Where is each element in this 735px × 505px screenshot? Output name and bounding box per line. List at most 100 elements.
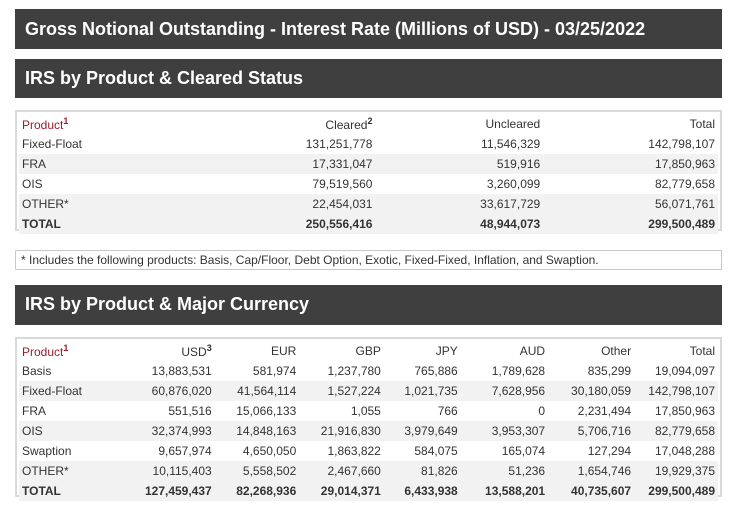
- footnote-marker: 1: [63, 343, 69, 353]
- column-header-aud: AUD: [461, 341, 548, 361]
- table-cell: 1,863,822: [327, 444, 381, 458]
- table-cell: 4,650,050: [242, 444, 297, 458]
- row-label: OIS: [19, 421, 123, 441]
- page-title: Gross Notional Outstanding - Interest Ra…: [15, 9, 722, 49]
- table-cell: 19,094,097: [654, 364, 715, 378]
- row-label: FRA: [22, 404, 46, 418]
- column-header-eur: EUR: [215, 341, 300, 361]
- table-cell: 1,237,780: [327, 364, 381, 378]
- table-cell: 2,231,494: [577, 404, 632, 418]
- table-cell: 51,236: [460, 461, 549, 481]
- table-cell: 33,617,729: [375, 194, 544, 214]
- table-cell: 29,014,371: [299, 481, 384, 501]
- table-header-row: Product1 USD3 EUR GBP JPY AUD Other Total: [19, 341, 718, 361]
- table-cell: 79,519,560: [312, 177, 373, 191]
- footnote-marker: 2: [367, 116, 373, 126]
- table-cell: 11,546,329: [481, 137, 541, 151]
- major-currency-table: Product1 USD3 EUR GBP JPY AUD Other Total Basis…: [19, 341, 718, 501]
- column-header-label: Product: [22, 118, 64, 132]
- table-cell: 32,374,993: [122, 421, 215, 441]
- column-header-label: USD: [181, 345, 207, 359]
- row-label: Swaption: [22, 444, 72, 458]
- table-cell: 5,706,716: [548, 421, 635, 441]
- column-header-total: Total: [543, 114, 718, 134]
- table-row: OTHER* 10,115,403 5,558,502 2,467,660 81,826…: [19, 461, 718, 481]
- column-header-label: EUR: [270, 344, 297, 358]
- cleared-status-table-container: Product1 Cleared2 Uncleared Total Fixed-Flo…: [15, 110, 722, 234]
- major-currency-table-container: Product1 USD3 EUR GBP JPY AUD Other Total Basis…: [15, 337, 722, 501]
- table-cell: 17,048,288: [654, 444, 715, 458]
- column-header-label: Product: [22, 345, 64, 359]
- column-header-label: Cleared: [325, 118, 368, 132]
- table-row: Fixed-Float 131,251,778 11,546,329 142,798,…: [19, 134, 718, 154]
- row-label: Basis: [22, 364, 52, 378]
- column-header-product: Product1: [19, 341, 122, 361]
- table-cell: 1,527,224: [299, 381, 384, 401]
- table-cell: 60,876,020: [122, 381, 215, 401]
- footnote-marker: 3: [206, 343, 212, 353]
- table-cell: 19,929,375: [634, 461, 718, 481]
- table-cell: 127,294: [587, 444, 632, 458]
- table-cell: 835,299: [587, 364, 632, 378]
- table-cell: 48,944,073: [375, 214, 544, 234]
- table-header-row: Product1 Cleared2 Uncleared Total: [19, 114, 718, 134]
- table-row: Swaption 9,657,974 4,650,050 1,863,822 584,0…: [19, 441, 718, 461]
- column-header-label: GBP: [355, 344, 381, 358]
- section-heading-cleared-status: IRS by Product & Cleared Status: [15, 59, 722, 98]
- table-cell: 766: [437, 404, 458, 418]
- table-row: Basis 13,883,531 581,974 1,237,780 765,886 1,…: [19, 361, 718, 381]
- table-cell: 1,021,735: [383, 381, 461, 401]
- table-cell: 142,798,107: [648, 137, 715, 151]
- table-row: OIS 79,519,560 3,260,099 82,779,658: [19, 174, 718, 194]
- table-cell: 5,558,502: [214, 461, 300, 481]
- table-cell: 551,516: [168, 404, 212, 418]
- column-header-cleared: Cleared2: [145, 114, 376, 134]
- column-header-jpy: JPY: [384, 341, 461, 361]
- table-cell: 10,115,403: [122, 461, 215, 481]
- row-label: Fixed-Float: [19, 381, 123, 401]
- table-row: OIS 32,374,993 14,848,163 21,916,830 3,979,6…: [19, 421, 718, 441]
- table-cell: 13,883,531: [151, 364, 212, 378]
- table-cell: 3,979,649: [383, 421, 461, 441]
- table-cell: 142,798,107: [634, 381, 718, 401]
- table-cell: 13,588,201: [460, 481, 549, 501]
- table-cell: 299,500,489: [543, 214, 718, 234]
- column-header-label: AUD: [519, 344, 546, 358]
- table-cell: 81,826: [383, 461, 461, 481]
- table-cell: 519,916: [375, 154, 544, 174]
- row-label: FRA: [19, 154, 145, 174]
- column-header-product: Product1: [19, 114, 145, 134]
- table-cell: 17,850,963: [543, 154, 718, 174]
- column-header-uncleared: Uncleared: [375, 114, 543, 134]
- row-label: Fixed-Float: [22, 137, 83, 151]
- row-label: OTHER*: [19, 194, 145, 214]
- section-heading-major-currency: IRS by Product & Major Currency: [15, 285, 722, 325]
- column-header-other: Other: [548, 341, 634, 361]
- table-cell: 17,850,963: [654, 404, 715, 418]
- table-cell: 15,066,133: [236, 404, 297, 418]
- column-header-gbp: GBP: [299, 341, 384, 361]
- table-row: Fixed-Float 60,876,020 41,564,114 1,527,224…: [19, 381, 718, 401]
- footnote-marker: 1: [63, 116, 69, 126]
- total-row: TOTAL 127,459,437 82,268,936 29,014,371 6,43…: [19, 481, 718, 501]
- table-cell: 41,564,114: [214, 381, 300, 401]
- table-row: FRA 17,331,047 519,916 17,850,963: [19, 154, 718, 174]
- table-cell: 131,251,778: [305, 137, 373, 151]
- column-header-label: JPY: [435, 344, 458, 358]
- table-cell: 3,953,307: [460, 421, 549, 441]
- table-cell: 82,268,936: [214, 481, 300, 501]
- table-cell: 14,848,163: [214, 421, 300, 441]
- column-header-label: Total: [689, 344, 715, 358]
- column-header-label: Uncleared: [485, 117, 541, 131]
- table-cell: 21,916,830: [299, 421, 384, 441]
- row-label: TOTAL: [19, 214, 145, 234]
- table-cell: 22,454,031: [144, 194, 376, 214]
- table-cell: 7,628,956: [460, 381, 549, 401]
- table-cell: 6,433,938: [383, 481, 461, 501]
- table-cell: 82,779,658: [654, 177, 715, 191]
- table-cell: 299,500,489: [634, 481, 718, 501]
- table-cell: 2,467,660: [299, 461, 384, 481]
- table-cell: 165,074: [501, 444, 546, 458]
- table-cell: 765,886: [414, 364, 458, 378]
- column-header-label: Other: [601, 344, 632, 358]
